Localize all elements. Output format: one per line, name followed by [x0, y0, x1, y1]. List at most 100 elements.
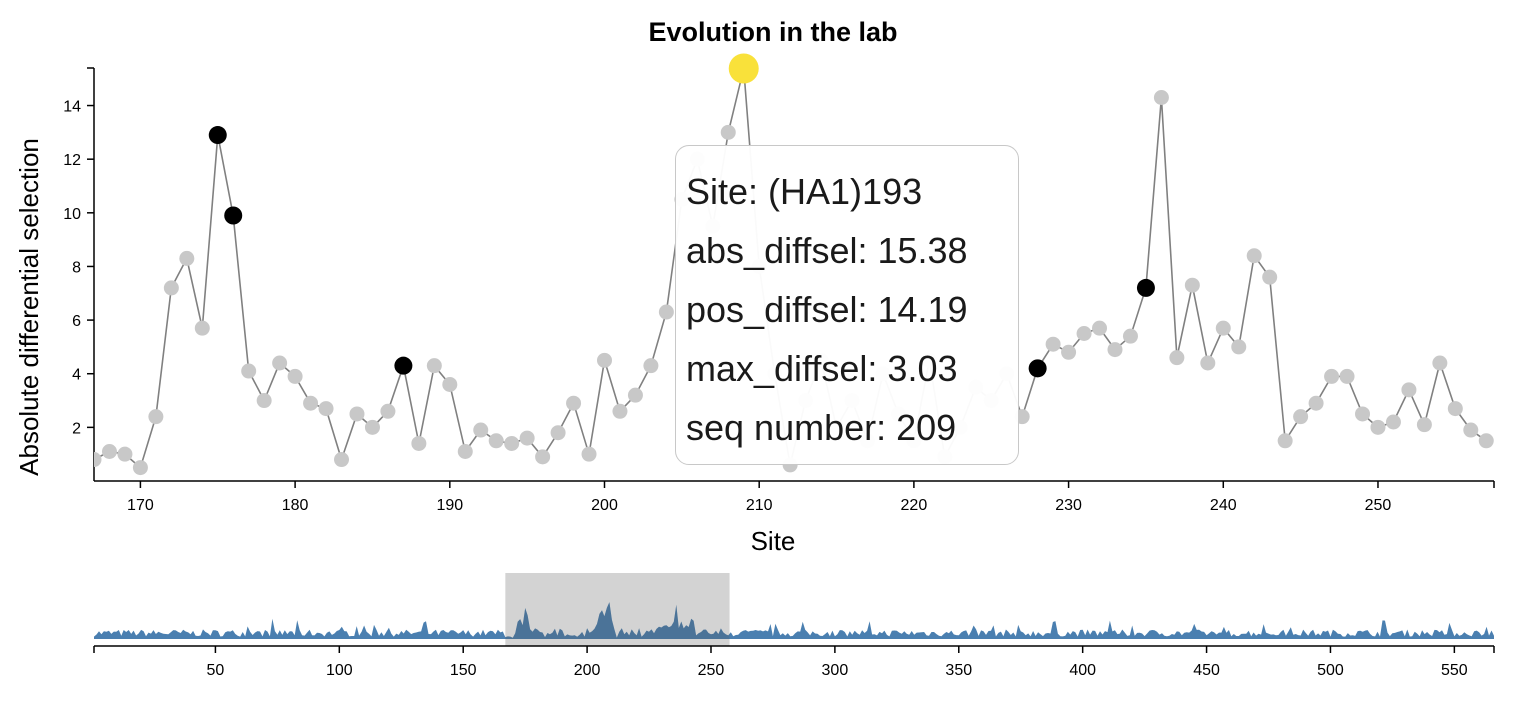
x-tick-label: 190: [436, 497, 463, 514]
site-point[interactable]: [535, 449, 551, 465]
site-point[interactable]: [256, 393, 272, 409]
site-point[interactable]: [1478, 433, 1494, 449]
site-point[interactable]: [550, 425, 566, 441]
site-point[interactable]: [334, 452, 350, 468]
site-point[interactable]: [442, 376, 458, 392]
site-point[interactable]: [87, 452, 102, 468]
site-point[interactable]: [1370, 419, 1386, 435]
overview-x-tick-label: 550: [1441, 662, 1468, 679]
site-point[interactable]: [581, 446, 597, 462]
site-point[interactable]: [318, 401, 334, 417]
tooltip-pos-diffsel: pos_diffsel: 14.19: [686, 289, 968, 330]
x-tick-label: 240: [1210, 497, 1237, 514]
x-tick-label: 180: [282, 497, 309, 514]
highlighted-site-point[interactable]: [224, 206, 243, 225]
site-point[interactable]: [1385, 414, 1401, 430]
site-point[interactable]: [179, 250, 195, 266]
overview-chart[interactable]: 50 100 150 200 250 300 350 400 450 500 550: [93, 573, 1495, 679]
site-point[interactable]: [349, 406, 365, 422]
site-tooltip: Site: (HA1)193 abs_diffsel: 15.38 pos_di…: [675, 145, 1019, 465]
site-point[interactable]: [504, 435, 520, 451]
y-axis-label: Absolute differential selection: [14, 138, 44, 476]
site-point[interactable]: [1401, 382, 1417, 398]
highlighted-site-point[interactable]: [208, 126, 227, 145]
site-point[interactable]: [163, 280, 179, 296]
site-point[interactable]: [303, 395, 319, 411]
site-point[interactable]: [1308, 395, 1324, 411]
site-point[interactable]: [1061, 344, 1077, 360]
site-point[interactable]: [1169, 350, 1185, 366]
site-point[interactable]: [1293, 409, 1309, 425]
overview-x-tick-label: 350: [945, 662, 972, 679]
site-point[interactable]: [519, 430, 535, 446]
site-point[interactable]: [1076, 326, 1092, 341]
site-point[interactable]: [1231, 339, 1247, 355]
site-point[interactable]: [1122, 328, 1138, 344]
overview-x-tick-label: 400: [1069, 662, 1096, 679]
site-point[interactable]: [1045, 336, 1061, 352]
site-point[interactable]: [720, 124, 736, 140]
site-point[interactable]: [194, 320, 210, 336]
site-point[interactable]: [612, 403, 628, 419]
site-point[interactable]: [658, 304, 674, 320]
site-point[interactable]: [1215, 320, 1231, 336]
x-tick-label: 170: [127, 497, 154, 514]
site-point[interactable]: [1153, 90, 1169, 105]
x-tick-label: 230: [1055, 497, 1082, 514]
tooltip-max-diffsel: max_diffsel: 3.03: [686, 348, 958, 389]
y-tick-label: 12: [63, 152, 81, 169]
site-point[interactable]: [488, 433, 504, 449]
site-point[interactable]: [1432, 355, 1448, 371]
site-point[interactable]: [132, 460, 148, 476]
tooltip-site: Site: (HA1)193: [686, 171, 923, 212]
site-point[interactable]: [1324, 368, 1340, 384]
site-point[interactable]: [1277, 433, 1293, 449]
site-point[interactable]: [566, 395, 582, 411]
site-point[interactable]: [1447, 401, 1463, 417]
x-tick-label: 210: [746, 497, 773, 514]
site-point[interactable]: [1092, 320, 1108, 336]
site-point[interactable]: [1262, 269, 1278, 285]
x-tick-label: 250: [1365, 497, 1392, 514]
overview-x-tick-label: 300: [822, 662, 849, 679]
overview-x-tick-label: 100: [326, 662, 353, 679]
site-point[interactable]: [1200, 355, 1216, 371]
site-point[interactable]: [596, 352, 612, 368]
site-point[interactable]: [1355, 406, 1371, 422]
x-axis-label: Site: [751, 526, 796, 556]
site-point[interactable]: [364, 419, 380, 435]
site-point[interactable]: [1184, 277, 1200, 293]
overview-x-tick-label: 50: [207, 662, 225, 679]
site-point[interactable]: [1416, 417, 1432, 433]
overview-x-tick-label: 450: [1193, 662, 1220, 679]
highlighted-site-point[interactable]: [1028, 359, 1047, 378]
site-point[interactable]: [117, 446, 133, 462]
highlighted-site-point[interactable]: [1136, 278, 1155, 297]
site-point[interactable]: [1339, 368, 1355, 384]
site-point[interactable]: [426, 358, 442, 374]
site-point[interactable]: [643, 358, 659, 374]
site-point[interactable]: [148, 409, 164, 425]
highlighted-site-point[interactable]: [394, 356, 413, 375]
y-tick-label: 10: [63, 206, 81, 223]
y-tick-label: 6: [72, 313, 81, 330]
site-point[interactable]: [1463, 422, 1479, 438]
site-point[interactable]: [627, 387, 643, 403]
site-point[interactable]: [272, 355, 288, 371]
site-point[interactable]: [1107, 342, 1123, 358]
site-point[interactable]: [411, 435, 427, 451]
site-point[interactable]: [241, 363, 257, 379]
tooltip-seq-number: seq number: 209: [686, 407, 957, 448]
main-axes: 2 4 6 8 10 12 14 170 180 190 200 210 220 230 240 250: [63, 67, 1495, 514]
site-point[interactable]: [473, 422, 489, 438]
site-point[interactable]: [101, 444, 117, 459]
site-point[interactable]: [380, 403, 396, 419]
overview-x-tick-label: 150: [450, 662, 477, 679]
x-tick-label: 200: [591, 497, 618, 514]
site-point[interactable]: [1246, 248, 1262, 264]
overview-x-tick-label: 500: [1317, 662, 1344, 679]
selected-site-point[interactable]: [728, 53, 759, 84]
site-point[interactable]: [457, 444, 473, 459]
tooltip-abs-diffsel: abs_diffsel: 15.38: [686, 230, 968, 271]
site-point[interactable]: [287, 368, 303, 384]
